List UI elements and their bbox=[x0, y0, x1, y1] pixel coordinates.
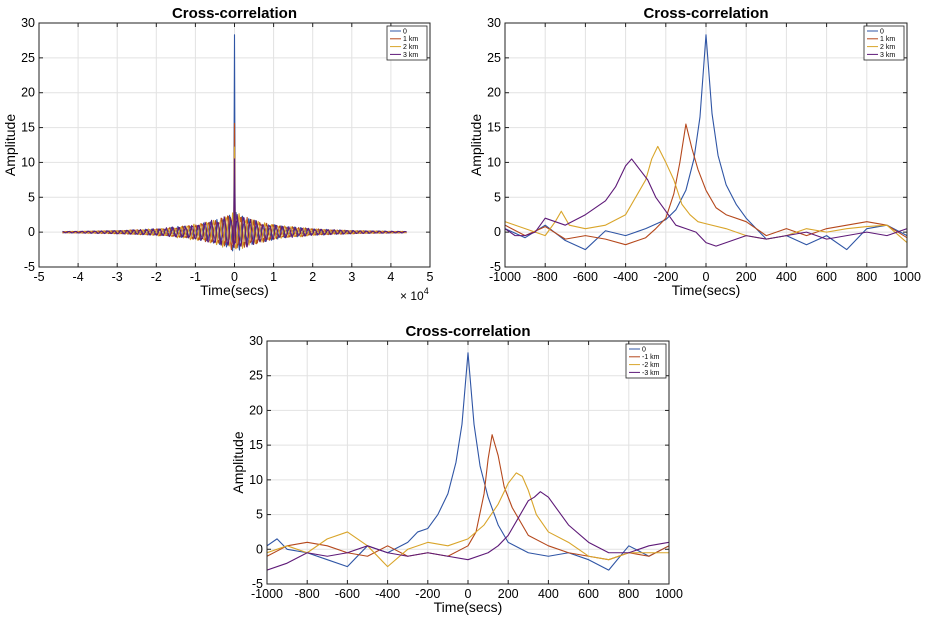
y-tick-label: 25 bbox=[21, 51, 35, 65]
x-tick-label: 0 bbox=[703, 270, 710, 284]
x-tick-label: 3 bbox=[348, 270, 355, 284]
series-line-3 bbox=[267, 472, 669, 568]
y-tick-label: 5 bbox=[256, 508, 263, 522]
x-axis-label: Time(secs) bbox=[672, 282, 741, 298]
x-axis-label: Time(secs) bbox=[200, 282, 269, 298]
y-axis-label: Amplitude bbox=[230, 431, 246, 493]
plot-area bbox=[267, 352, 669, 571]
y-tick-label: 0 bbox=[28, 225, 35, 239]
legend-entry: 0 bbox=[403, 28, 407, 35]
chart-title: Cross-correlation bbox=[405, 323, 530, 340]
plot-area bbox=[62, 34, 407, 252]
x-tick-label: 4 bbox=[387, 270, 394, 284]
y-tick-label: 30 bbox=[249, 334, 263, 348]
x-tick-label: 600 bbox=[578, 587, 599, 601]
y-tick-label: 15 bbox=[487, 121, 501, 135]
legend-entry: 1 km bbox=[880, 36, 895, 43]
y-tick-label: 15 bbox=[21, 121, 35, 135]
chart-title: Cross-correlation bbox=[643, 5, 768, 22]
y-tick-label: 30 bbox=[487, 16, 501, 30]
chart-panel-1: -5 -4 -3 -2 -1 0 1 2 3 4 5 -5 0 5 10 15 20 25 30 × 104 Cross… bbox=[2, 5, 434, 303]
legend-entry: -1 km bbox=[642, 354, 660, 361]
legend-entry: 0 bbox=[642, 346, 646, 353]
x-tick-label: 200 bbox=[736, 270, 757, 284]
x-tick-label: 400 bbox=[776, 270, 797, 284]
x-tick-label: 1000 bbox=[655, 587, 683, 601]
y-tick-label: 25 bbox=[249, 369, 263, 383]
y-tick-label: 10 bbox=[21, 155, 35, 169]
y-tick-label: 10 bbox=[249, 473, 263, 487]
x-tick-label: 2 bbox=[309, 270, 316, 284]
series-line-4 bbox=[62, 158, 407, 249]
x-tick-label: -1000 bbox=[251, 587, 283, 601]
x-tick-label: 800 bbox=[618, 587, 639, 601]
y-tick-label: -5 bbox=[252, 577, 263, 591]
y-tick-label: 5 bbox=[494, 190, 501, 204]
y-tick-label: 20 bbox=[487, 86, 501, 100]
y-tick-label: 30 bbox=[21, 16, 35, 30]
x-axis-label: Time(secs) bbox=[434, 599, 503, 615]
x-tick-label: -2 bbox=[151, 270, 162, 284]
x-tick-label: -1 bbox=[190, 270, 201, 284]
x-tick-label: -1000 bbox=[489, 270, 521, 284]
x-tick-label: 400 bbox=[538, 587, 559, 601]
x-tick-label: -200 bbox=[653, 270, 678, 284]
x-tick-label: -4 bbox=[73, 270, 84, 284]
y-tick-label: -5 bbox=[490, 260, 501, 274]
x-tick-label: 1000 bbox=[893, 270, 921, 284]
x-tick-label: -200 bbox=[415, 587, 440, 601]
legend-entry: -2 km bbox=[642, 362, 660, 369]
x-tick-label: -5 bbox=[33, 270, 44, 284]
x-tick-label: -800 bbox=[533, 270, 558, 284]
x-exponent-power: 4 bbox=[424, 286, 429, 296]
legend-entry: 2 km bbox=[403, 44, 418, 51]
series-line-2 bbox=[267, 434, 669, 561]
x-tick-label: -3 bbox=[112, 270, 123, 284]
y-tick-label: 25 bbox=[487, 51, 501, 65]
series-line-4 bbox=[267, 491, 669, 571]
x-tick-label: 0 bbox=[465, 587, 472, 601]
legend-box bbox=[863, 25, 905, 61]
x-tick-label: 600 bbox=[816, 270, 837, 284]
y-axis-label: Amplitude bbox=[468, 114, 484, 176]
plot-area bbox=[505, 34, 907, 251]
legend-entry: -3 km bbox=[642, 370, 660, 377]
series-line-4 bbox=[505, 158, 907, 247]
x-tick-label: -400 bbox=[613, 270, 638, 284]
legend-entry: 2 km bbox=[880, 44, 895, 51]
legend: 01 km2 km3 km bbox=[863, 25, 905, 61]
legend-entry: 1 km bbox=[403, 36, 418, 43]
legend-entry: 3 km bbox=[880, 52, 895, 59]
x-exponent-label: × 104 bbox=[400, 286, 429, 303]
legend-entry: 3 km bbox=[403, 52, 418, 59]
series-line-1 bbox=[505, 34, 907, 251]
series-line-1 bbox=[267, 352, 669, 571]
chart-title: Cross-correlation bbox=[172, 5, 297, 22]
x-tick-label: -600 bbox=[335, 587, 360, 601]
legend: 01 km2 km3 km bbox=[386, 25, 428, 61]
y-axis-label: Amplitude bbox=[2, 114, 18, 176]
x-tick-label: 1 bbox=[270, 270, 277, 284]
legend-entry: 0 bbox=[880, 28, 884, 35]
y-tick-label: 20 bbox=[21, 86, 35, 100]
y-tick-label: 10 bbox=[487, 155, 501, 169]
x-tick-label: -400 bbox=[375, 587, 400, 601]
x-tick-label: 0 bbox=[231, 270, 238, 284]
x-tick-label: -800 bbox=[295, 587, 320, 601]
x-tick-label: 800 bbox=[856, 270, 877, 284]
y-tick-label: 5 bbox=[28, 190, 35, 204]
y-tick-label: 15 bbox=[249, 438, 263, 452]
series-line-3 bbox=[505, 145, 907, 244]
y-tick-label: 0 bbox=[494, 225, 501, 239]
y-tick-label: 0 bbox=[256, 542, 263, 556]
x-tick-label: 200 bbox=[498, 587, 519, 601]
x-tick-label: -600 bbox=[573, 270, 598, 284]
legend: 0-1 km-2 km-3 km bbox=[625, 343, 667, 379]
x-tick-label: 5 bbox=[427, 270, 434, 284]
chart-panel-3: -1000 -800 -600 -400 -200 0 200 400 600 800 1000-5… bbox=[230, 323, 683, 615]
y-tick-label: -5 bbox=[24, 260, 35, 274]
y-tick-label: 20 bbox=[249, 403, 263, 417]
chart-panel-2: -1000 -800 -600 -400 -200 0 200 400 600 800 1000-5… bbox=[468, 5, 921, 298]
